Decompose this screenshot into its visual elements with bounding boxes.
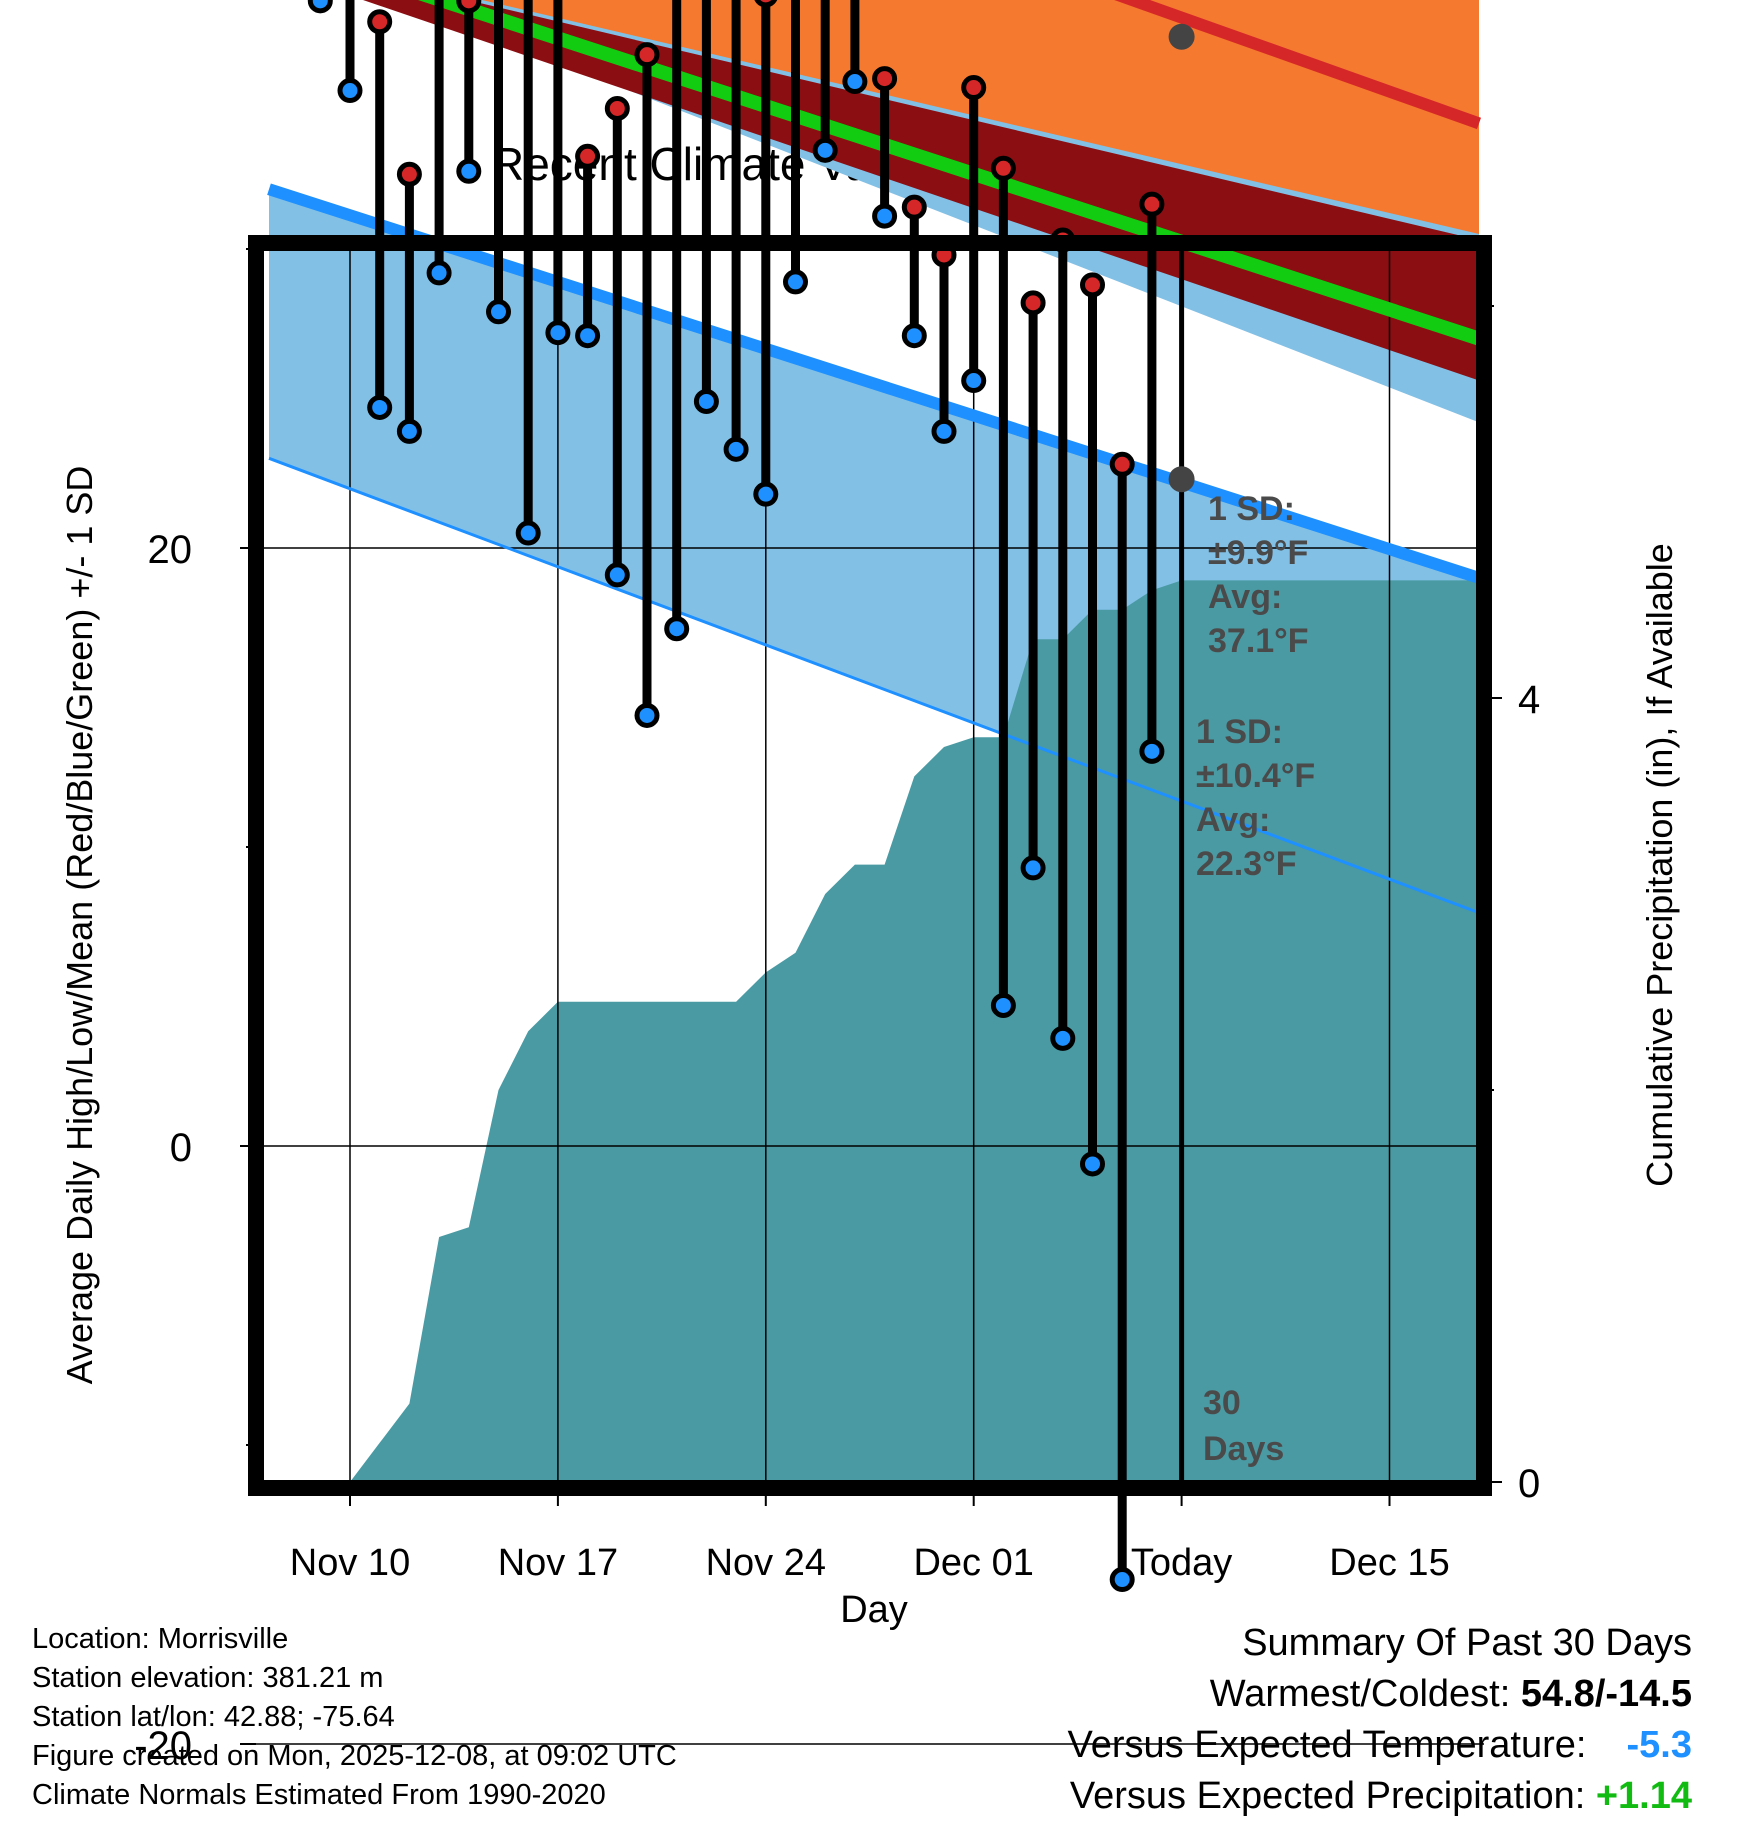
daily-low-point [961, 368, 987, 394]
low-sd-annotation-line: ±10.4°F [1196, 757, 1315, 795]
y-axis-label: Average Daily High/Low/Mean (Red/Blue/Gr… [59, 466, 100, 1385]
x-tick-label: Nov 10 [290, 1542, 410, 1584]
normal-low-line [267, 183, 1481, 584]
daily-high-point [1080, 272, 1105, 298]
elevation-text: Station elevation: 381.21 m [32, 1662, 384, 1694]
summary-panel: Summary Of Past 30 Days Warmest/Coldest:… [1068, 1618, 1692, 1822]
normal-high-line [1114, 0, 1482, 130]
daily-low-point [1080, 1151, 1105, 1177]
low-sd-upper-band [397, 0, 1479, 423]
x-tick-label: Nov 24 [706, 1542, 826, 1584]
precip-area [350, 580, 1479, 1482]
daily-low-point [396, 418, 422, 444]
plot-frame [248, 235, 1492, 1496]
low-sd-annotation-line: Avg: [1196, 801, 1270, 839]
daily-high-point [1109, 451, 1135, 477]
days-annotation-line: 30 [1203, 1384, 1241, 1422]
x-tick-label: Nov 17 [498, 1542, 618, 1584]
daily-high-point [634, 42, 660, 68]
normals-text: Climate Normals Estimated From 1990-2020 [32, 1779, 606, 1811]
precip-value: +1.14 [1595, 1775, 1692, 1817]
warmest-label: Warmest/Coldest: [1209, 1673, 1511, 1715]
y-tick-label: 20 [148, 528, 193, 572]
daily-low-point [783, 269, 808, 295]
daily-low-point [723, 436, 749, 462]
daily-low-point [664, 616, 690, 642]
x-tick-label: Dec 01 [913, 1542, 1033, 1584]
daily-low-point [1020, 855, 1046, 881]
daily-high-point [604, 95, 630, 121]
x-axis-label: Day [840, 1589, 908, 1631]
daily-high-point [901, 194, 927, 220]
daily-low-point [545, 320, 571, 346]
low-sd-annotation: 1 SD: ±10.4°F Avg: 22.3°F [1196, 713, 1315, 883]
y2-axis-label: Cumulative Precipitation (in), If Availa… [1639, 543, 1680, 1187]
warmest-value: 54.8/-14.5 [1520, 1673, 1692, 1715]
high-sd-annotation-line: 1 SD: [1208, 490, 1295, 528]
daily-high-point [1020, 290, 1046, 316]
high-mean-overlap-band [363, 0, 1479, 381]
y-tick-label: 0 [170, 1126, 192, 1170]
daily-high-point [990, 155, 1016, 181]
y2-tick-label: 0 [1518, 1462, 1540, 1506]
daily-low-point [486, 299, 511, 325]
daily-low-point [337, 78, 363, 104]
daily-low-point [604, 562, 630, 588]
x-tick-label: Dec 15 [1329, 1542, 1449, 1584]
daily-low-point [812, 137, 838, 163]
daily-low-point [575, 323, 601, 349]
station-info: Location: Morrisville Station elevation:… [32, 1620, 677, 1815]
low-sd-annotation-line: 1 SD: [1196, 713, 1283, 751]
y-tick-label: -20 [134, 1724, 192, 1768]
warmest-row: Warmest/Coldest: 54.8/-14.5 [1068, 1669, 1692, 1720]
daily-low-point [693, 388, 719, 414]
daily-high-point [456, 0, 482, 14]
normal-high-avg-marker [1168, 23, 1195, 50]
daily-low-point [307, 0, 333, 14]
daily-low-point [515, 520, 541, 546]
daily-high-point [367, 9, 393, 35]
daily-low-point [931, 418, 957, 444]
daily-low-point [842, 69, 868, 95]
daily-low-point [634, 702, 660, 728]
temp-value: -5.3 [1626, 1724, 1692, 1766]
daily-low-point [1109, 1567, 1135, 1593]
daily-low-point [367, 394, 393, 420]
daily-low-point [1139, 738, 1165, 764]
daily-low-point [456, 158, 482, 184]
created-text: Figure created on Mon, 2025-12-08, at 09… [32, 1740, 677, 1772]
days-annotation: 30 Days [1203, 1384, 1284, 1468]
x-tick-label: Today [1131, 1542, 1232, 1584]
summary-title: Summary Of Past 30 Days [1242, 1622, 1692, 1664]
daily-high-point [754, 0, 778, 8]
high-sd-annotation: 1 SD: ±9.9°F Avg: 37.1°F [1208, 490, 1309, 660]
temp-row: Versus Expected Temperature: -5.3 [1068, 1720, 1692, 1771]
daily-low-point [426, 260, 452, 286]
daily-high-point [1139, 191, 1165, 217]
daily-high-point [961, 75, 987, 101]
precip-row: Versus Expected Precipitation: +1.14 [1068, 1771, 1692, 1822]
high-sd-band [440, 0, 1479, 339]
latlon-text: Station lat/lon: 42.88; -75.64 [32, 1701, 395, 1733]
daily-low-point [1050, 1025, 1076, 1051]
daily-low-point [901, 323, 927, 349]
days-annotation-line: Days [1203, 1430, 1284, 1468]
daily-high-point [396, 161, 422, 187]
high-sd-annotation-line: Avg: [1208, 578, 1282, 616]
low-sd-annotation-line: 22.3°F [1196, 845, 1297, 883]
temp-label: Versus Expected Temperature: [1067, 1724, 1587, 1766]
normal-low-avg-marker [1168, 466, 1195, 493]
normal-low-lower-line [268, 456, 1480, 915]
daily-low-point [872, 203, 898, 229]
daily-low-point [753, 481, 779, 507]
daily-high-point [872, 66, 898, 92]
y2-tick-label: 4 [1518, 678, 1540, 722]
location-text: Location: Morrisville [32, 1623, 289, 1655]
daily-high-point [575, 143, 601, 169]
precip-label: Versus Expected Precipitation: [1069, 1775, 1586, 1817]
high-sd-annotation-line: 37.1°F [1208, 622, 1309, 660]
high-sd-annotation-line: ±9.9°F [1208, 534, 1308, 572]
daily-low-point [990, 992, 1016, 1018]
